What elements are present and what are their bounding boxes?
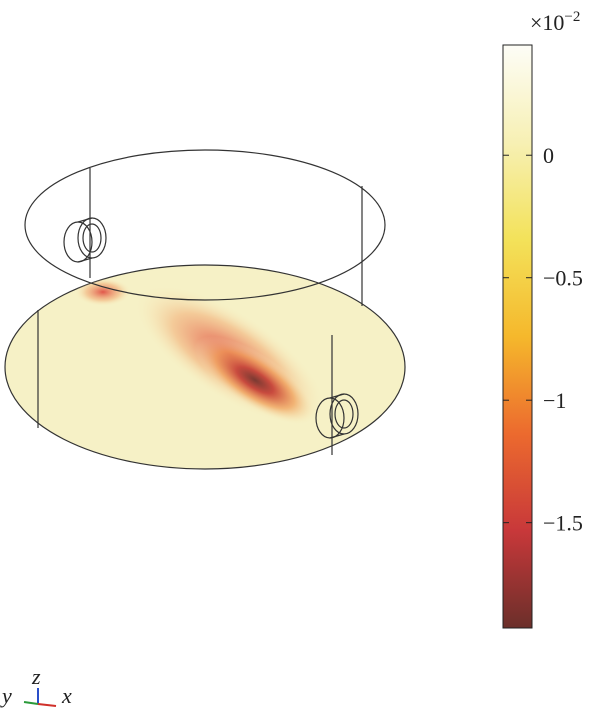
axis-label-z: z bbox=[31, 664, 41, 689]
tick-label: −1.5 bbox=[543, 511, 583, 536]
tick-label: 0 bbox=[543, 143, 554, 168]
inlet bbox=[63, 217, 107, 263]
tick-label: −1 bbox=[543, 388, 566, 413]
field bbox=[75, 278, 326, 425]
multiplier-base: ×10 bbox=[530, 10, 564, 35]
colorbar: 0 −0.5 −1 −1.5 ×10−2 bbox=[502, 9, 583, 629]
edges bbox=[37, 168, 363, 455]
outlet bbox=[315, 393, 359, 439]
colorbar-scale bbox=[502, 44, 533, 629]
axis-label-y: y bbox=[0, 683, 12, 708]
top-ellipse bbox=[24, 149, 386, 301]
scene bbox=[4, 149, 406, 470]
multiplier-exponent: −2 bbox=[564, 9, 580, 25]
multiplier: ×10−2 bbox=[530, 9, 580, 35]
tick-label: −0.5 bbox=[543, 266, 583, 291]
axes-triad: z y x bbox=[0, 664, 72, 708]
axis-label-x: x bbox=[61, 683, 72, 708]
